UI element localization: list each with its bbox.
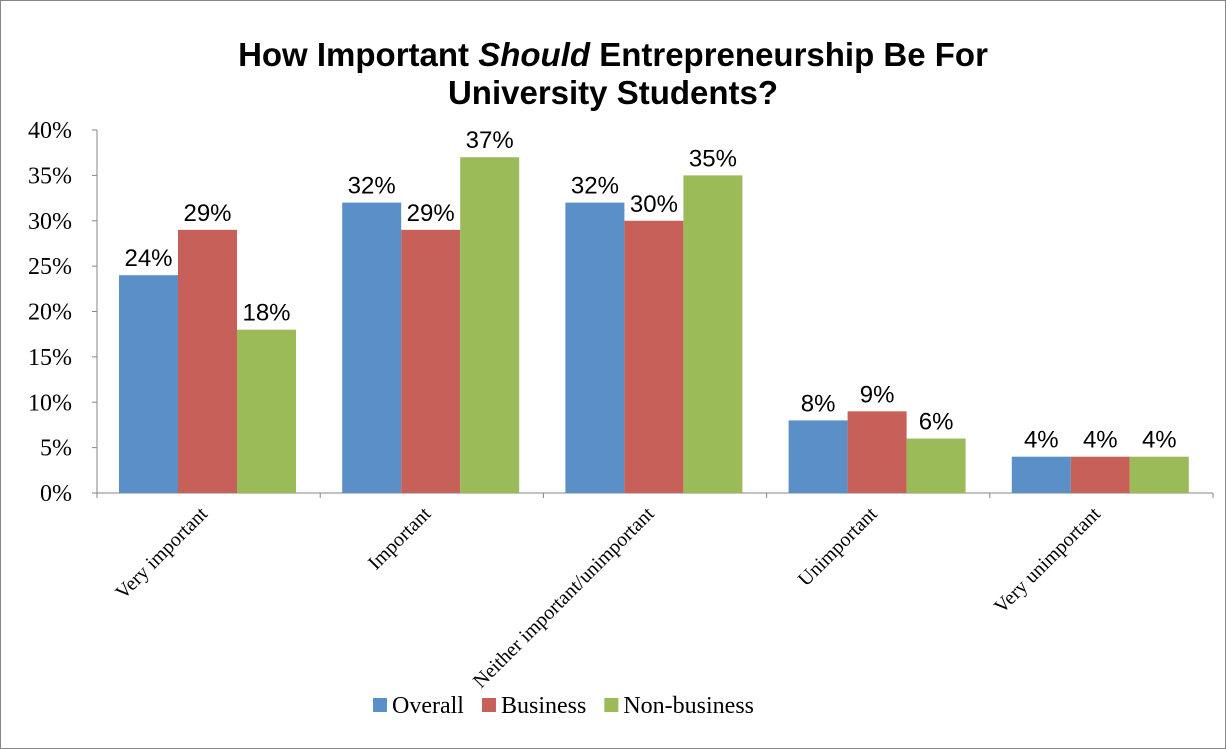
title-emphasis: Should (478, 36, 591, 73)
bar-non-business (906, 438, 966, 493)
bar-overall (119, 275, 178, 493)
category-labels: Very important Important Neither important… (111, 503, 1105, 693)
bar-non-business (460, 157, 520, 493)
data-label: 4% (1142, 427, 1177, 454)
data-label: 8% (801, 390, 836, 417)
title-part-3: Entrepreneurship Be For (590, 36, 988, 73)
legend-swatch (373, 698, 387, 712)
chart-title: How Important Should Entrepreneurship Be… (0, 36, 1226, 112)
data-label: 9% (860, 381, 895, 408)
y-tick-label: 35% (28, 163, 72, 189)
category-label: Very important (111, 503, 212, 604)
category-label: Unimportant (794, 503, 882, 591)
data-label: 35% (689, 145, 737, 172)
bar-overall (1011, 456, 1071, 493)
data-label: 37% (466, 127, 514, 154)
y-tick-label: 5% (40, 436, 72, 462)
bar-non-business (237, 329, 296, 493)
legend-label: Overall (392, 693, 464, 719)
data-label: 29% (407, 200, 455, 227)
bars (119, 157, 1189, 493)
bar-business (1070, 456, 1130, 493)
y-tick-label: 20% (28, 300, 72, 326)
legend-label: Business (501, 693, 586, 719)
data-label: 4% (1083, 427, 1118, 454)
legend: Overall Business Non-business (373, 693, 754, 719)
category-label: Very unimportant (990, 503, 1105, 618)
y-tick-label: 0% (40, 481, 72, 507)
data-label: 24% (124, 245, 172, 272)
bar-business (624, 220, 684, 493)
bar-non-business (1129, 456, 1189, 493)
data-label: 32% (348, 173, 396, 200)
category-label: Neither important/unimportant (469, 503, 659, 693)
data-labels: 24% 29% 18% 32% 29% 37% 32% 30% 35% 8% 9% 6% 4% 4% 4% (124, 127, 1176, 453)
bar-business (178, 229, 237, 493)
data-label: 32% (571, 173, 619, 200)
legend-swatch (604, 698, 619, 712)
bar-overall (342, 202, 402, 493)
data-label: 18% (242, 300, 290, 327)
bar-business (847, 411, 907, 493)
y-tick-label: 10% (28, 390, 72, 416)
bar-overall (565, 202, 625, 493)
category-label: Important (364, 503, 436, 575)
title-line-2: University Students? (447, 74, 779, 111)
data-label: 30% (630, 191, 678, 218)
bar-non-business (683, 175, 743, 493)
y-tick-label: 25% (28, 254, 72, 280)
bar-business (401, 229, 461, 493)
bar-overall (788, 420, 848, 493)
y-tick-label: 15% (28, 345, 72, 371)
legend-label: Non-business (623, 693, 754, 719)
data-label: 4% (1024, 427, 1059, 454)
y-tick-label: 30% (28, 209, 72, 235)
title-part-1: How Important (238, 36, 479, 73)
y-tick-label: 40% (28, 118, 72, 144)
data-label: 6% (919, 409, 954, 436)
legend-swatch (481, 698, 496, 712)
data-label: 29% (183, 200, 231, 227)
